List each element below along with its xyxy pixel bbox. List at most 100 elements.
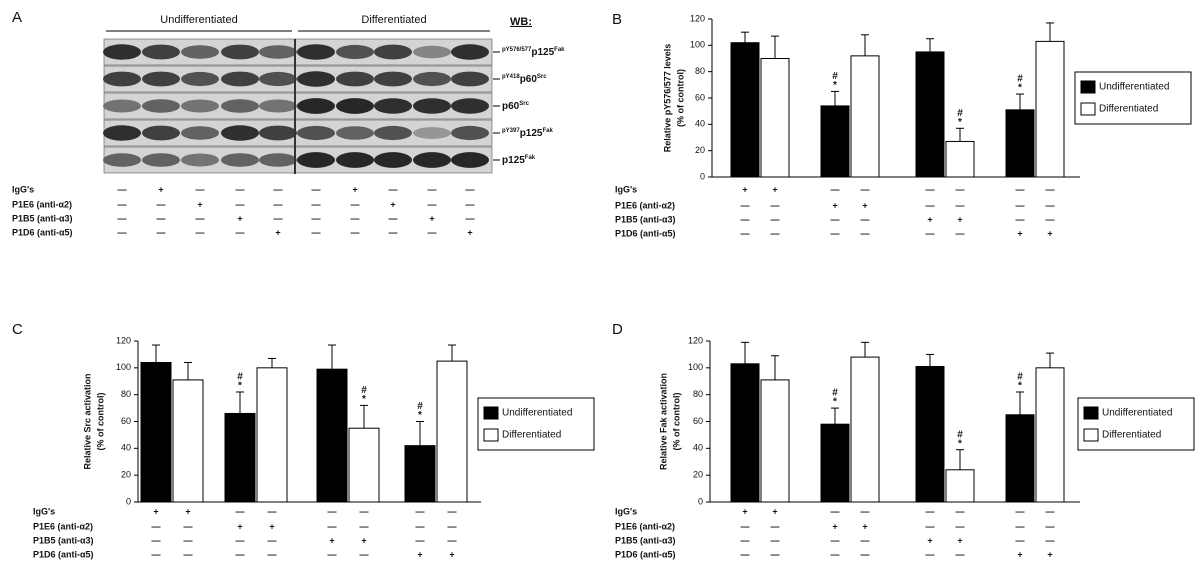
treatment-sign: — [926,521,935,531]
treatment-sign: — [351,199,360,209]
blot-band [259,71,297,87]
y-tick-label: 120 [688,335,703,345]
treatment-sign: — [157,199,166,209]
blot-label-base: p125 [520,128,543,139]
treatment-sign: — [1046,535,1055,545]
treatment-sign: — [428,227,437,237]
treatment-sign: — [274,184,283,194]
significance-mark: * [418,410,422,421]
treatment-label: IgG's [615,506,637,516]
legend-box [1074,71,1192,125]
treatment-sign: — [152,549,161,559]
treatment-sign: + [957,214,962,224]
treatment-sign: — [274,199,283,209]
treatment-sign: — [1016,521,1025,531]
treatment-sign: — [741,200,750,210]
legend-swatch [1080,102,1096,116]
treatment-sign: — [831,535,840,545]
treatment-label: P1D6 (anti-α5) [12,227,73,237]
y-tick-label: 100 [690,40,705,50]
blot-band [103,99,141,113]
treatment-sign: — [312,184,321,194]
y-tick-label: 0 [700,171,705,181]
treatment-label: P1E6 (anti-α2) [615,521,675,531]
treatment-sign: — [312,213,321,223]
treatment-sign: + [742,506,747,516]
treatment-sign: — [389,184,398,194]
blot-label: p125Fak [502,155,536,166]
treatment-sign: — [771,549,780,559]
treatment-sign: — [466,213,475,223]
treatment-sign: — [236,549,245,559]
treatment-label: P1B5 (anti-α3) [615,214,676,224]
panel-letter: C [12,321,23,338]
treatment-sign: — [741,214,750,224]
blot-band [297,125,335,141]
treatment-sign: + [352,184,357,194]
blot-band [142,153,180,167]
treatment-sign: — [184,521,193,531]
treatment-sign: — [956,549,965,559]
treatment-label: P1B5 (anti-α3) [615,535,676,545]
blot-band [181,153,219,167]
treatment-sign: — [466,199,475,209]
blot-band [259,153,297,167]
treatment-sign: + [927,214,932,224]
treatment-sign: + [832,200,837,210]
blot-band [103,44,141,60]
panel-letter: D [612,321,623,338]
treatment-sign: — [236,506,245,516]
treatment-sign: + [329,535,334,545]
y-tick-label: 0 [126,496,131,506]
treatment-sign: — [360,521,369,531]
blot-band [374,98,412,114]
treatment-sign: — [861,535,870,545]
treatment-sign: — [416,535,425,545]
treatment-sign: — [328,549,337,559]
treatment-sign: + [390,199,395,209]
y-tick-label: 60 [121,416,131,426]
legend-swatch [483,406,499,420]
treatment-sign: — [351,213,360,223]
wb-label: WB: [510,16,532,28]
y-tick-label: 100 [116,362,131,372]
treatment-sign: — [236,184,245,194]
bar [915,365,945,503]
significance-mark: # [361,385,367,396]
legend-label: Undifferentiated [502,408,572,419]
blot-label-post: Fak [542,128,553,134]
panel-letter: A [12,9,22,26]
blot-band [336,126,374,140]
bar [945,140,975,178]
treatment-sign: + [361,535,366,545]
treatment-sign: — [328,506,337,516]
treatment-sign: + [1047,549,1052,559]
treatment-sign: — [236,199,245,209]
treatment-label: IgG's [12,184,34,194]
significance-mark: # [957,108,963,119]
treatment-sign: — [1016,535,1025,545]
treatment-sign: — [428,199,437,209]
blot-band [221,99,259,113]
treatment-label: IgG's [33,506,55,516]
y-tick-label: 80 [121,389,131,399]
bar [140,361,172,503]
blot-band [221,125,259,141]
blot-band [259,99,297,113]
treatment-label: P1B5 (anti-α3) [33,535,94,545]
legend-label: Undifferentiated [1102,408,1172,419]
treatment-sign: — [741,535,750,545]
treatment-sign: — [184,535,193,545]
y-tick-label: 0 [698,496,703,506]
panel-letter: B [612,11,622,28]
treatment-sign: — [1046,506,1055,516]
treatment-sign: + [1017,549,1022,559]
treatment-sign: + [153,506,158,516]
treatment-sign: — [956,184,965,194]
significance-mark: * [833,80,837,91]
bar [1005,414,1035,503]
significance-mark: # [832,71,838,82]
treatment-sign: — [196,184,205,194]
treatment-label: P1D6 (anti-α5) [615,228,676,238]
blot-band [259,45,297,59]
